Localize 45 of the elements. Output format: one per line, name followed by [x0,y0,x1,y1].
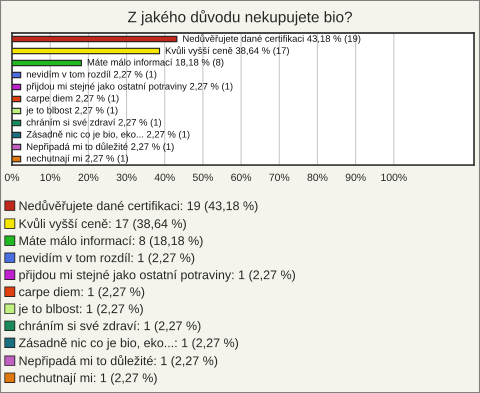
x-tick-label: 60% [231,174,252,182]
data-label: přijdou mi stejné jako ostatní potraviny 2,27 % (1) [26,82,232,92]
data-label: Kvůli vyšší ceně 38,64 % (17) [166,46,289,56]
x-tick-label: 90% [346,174,366,182]
bar [12,84,22,90]
bar [12,132,22,138]
bar [12,120,22,126]
bar [12,96,22,102]
text: přijdou mi stejné jako ostatní potraviny: 1 (2,27 %) [19,270,295,282]
text: Nepřipadá mi to důležité: 1 (2,27 %) [20,355,218,368]
text: chráním si své zdraví: 1 (2,27 %) [19,320,200,333]
x-tick-label: 100% [381,174,407,182]
text: carpe diem: 1 (2,27 %) [19,287,144,299]
text: nevidím v tom rozdíl: 1 (2,27 %) [19,252,194,265]
text: Kvůli vyšší ceně: 17 (38,64 %) [20,218,186,231]
x-tick-label: 70% [269,174,290,182]
data-label: Nepřipadá mi to důležité 2,27 % (1) [27,142,174,152]
x-tick-label: 80% [307,174,328,182]
text: Nedůvěřujete dané certifikaci: 19 (43,18 %) [20,200,258,213]
data-label: chráním si své zdraví 2,27 % (1) [26,118,162,128]
bar [12,108,22,114]
bar [12,48,160,54]
text: je to blbost: 1 (2,27 %) [18,304,143,316]
bar [12,156,22,162]
data-label: Zásadně nic co je bio, eko... 2,27 % (1) [26,130,190,140]
bar [12,144,22,150]
data-label: Máte málo informací 18,18 % (8) [88,58,224,68]
x-tick-label: 50% [192,174,213,182]
bar [12,36,178,42]
text: nechutnají mi: 1 (2,27 %) [19,372,157,385]
x-tick-label: 30% [116,174,137,182]
data-label: je to blbost 2,27 % (1) [26,106,118,116]
bar [12,60,82,66]
data-label: Nedůvěřujete dané certifikaci 43,18 % (19) [183,34,360,44]
chart-title: Z jakého důvodu nekupujete bio? [128,10,352,26]
x-tick-label: 20% [78,174,98,182]
x-tick-label: 40% [154,174,175,182]
text: Zásadně nic co je bio, eko...: 1 (2,27 %) [18,338,238,350]
data-label: carpe diem 2,27 % (1) [26,94,119,104]
text: Máte málo informací: 8 (18,18 %) [20,236,203,248]
x-tick-label: 0% [4,174,20,182]
bar [12,72,22,78]
data-label: nechutnají mi 2,27 % (1) [26,154,128,164]
x-tick-label: 10% [40,174,60,182]
data-label: nevidím v tom rozdíl 2,27 % (1) [26,70,156,80]
